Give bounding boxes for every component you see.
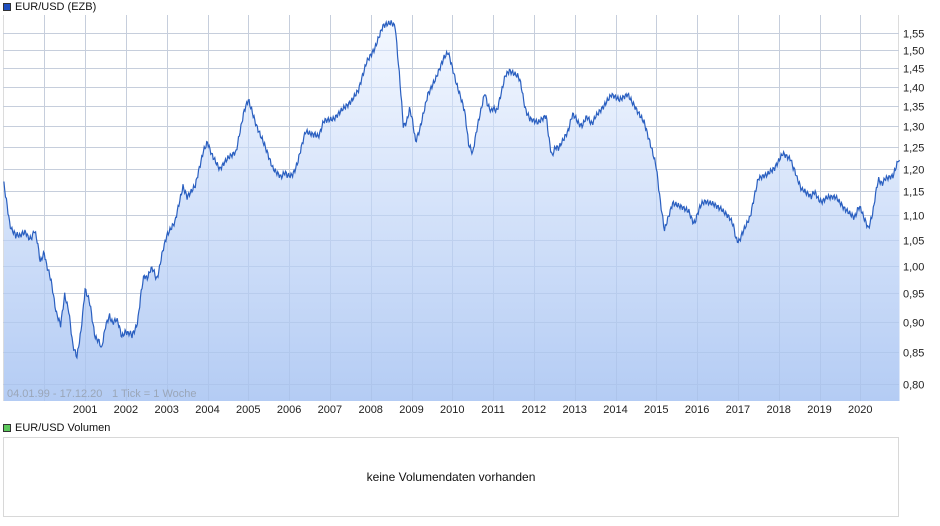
price-chart: 0,80 0,85 0,90 0,95 1,00 1,05 1,10 1,15 1,20 1,25… — [3, 15, 924, 416]
svg-text:2008: 2008 — [358, 404, 382, 416]
legend-main: EUR/USD (EZB) — [3, 0, 96, 14]
svg-text:2005: 2005 — [236, 404, 260, 416]
svg-text:2016: 2016 — [685, 404, 709, 416]
date-range-label: 04.01.99 - 17.12.20 — [7, 388, 102, 400]
svg-text:0,95: 0,95 — [903, 289, 924, 301]
svg-text:2002: 2002 — [114, 404, 138, 416]
svg-text:2009: 2009 — [399, 404, 423, 416]
svg-text:0,80: 0,80 — [903, 380, 924, 392]
svg-text:2018: 2018 — [766, 404, 790, 416]
svg-text:1,10: 1,10 — [903, 211, 924, 223]
svg-text:2003: 2003 — [154, 404, 178, 416]
svg-text:2007: 2007 — [318, 404, 342, 416]
svg-text:2020: 2020 — [848, 404, 872, 416]
price-area-fill — [3, 20, 900, 402]
svg-text:1,20: 1,20 — [903, 165, 924, 177]
svg-text:1,25: 1,25 — [903, 143, 924, 155]
svg-text:2019: 2019 — [807, 404, 831, 416]
svg-text:0,85: 0,85 — [903, 348, 924, 360]
legend-main-label: EUR/USD (EZB) — [15, 1, 97, 13]
svg-text:2013: 2013 — [562, 404, 586, 416]
svg-text:2010: 2010 — [440, 404, 464, 416]
svg-text:1,40: 1,40 — [903, 83, 924, 95]
no-volume-message: keine Volumendaten vorhanden — [366, 470, 536, 484]
svg-text:1,35: 1,35 — [903, 102, 924, 114]
volume-color-swatch — [3, 424, 11, 432]
series-color-swatch — [3, 3, 11, 11]
svg-text:2014: 2014 — [603, 404, 627, 416]
svg-text:2015: 2015 — [644, 404, 668, 416]
svg-text:1,15: 1,15 — [903, 187, 924, 199]
svg-text:1,55: 1,55 — [903, 29, 924, 41]
price-line — [3, 19, 901, 360]
volume-panel: keine Volumendaten vorhanden — [3, 437, 899, 517]
svg-text:0,90: 0,90 — [903, 318, 924, 330]
svg-text:1,50: 1,50 — [903, 46, 924, 58]
x-axis-labels: 2001 2002 2003 2004 2005 2006 2007 2008 2009 2010… — [73, 404, 873, 416]
svg-text:2011: 2011 — [481, 404, 505, 416]
svg-text:1,05: 1,05 — [903, 236, 924, 248]
svg-text:2006: 2006 — [277, 404, 301, 416]
legend-volume: EUR/USD Volumen — [3, 421, 110, 435]
y-axis-labels: 0,80 0,85 0,90 0,95 1,00 1,05 1,10 1,15 1,20 1,25… — [903, 29, 924, 392]
tick-interval-label: 1 Tick = 1 Woche — [112, 388, 196, 400]
svg-text:1,30: 1,30 — [903, 122, 924, 134]
svg-text:2004: 2004 — [195, 404, 219, 416]
svg-text:2012: 2012 — [522, 404, 546, 416]
svg-text:1,00: 1,00 — [903, 262, 924, 274]
svg-text:1,45: 1,45 — [903, 64, 924, 76]
svg-text:2001: 2001 — [73, 404, 97, 416]
svg-text:2017: 2017 — [726, 404, 750, 416]
legend-volume-label: EUR/USD Volumen — [15, 422, 111, 434]
